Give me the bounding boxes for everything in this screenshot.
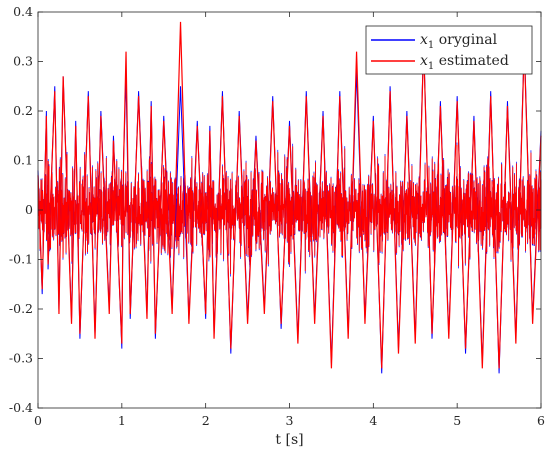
y-tick-label: 0: [25, 202, 33, 217]
legend: x1 oryginal x1 estimated: [365, 25, 533, 75]
series-line-estimated: [37, 21, 542, 369]
y-tick-label: -0.2: [9, 301, 33, 316]
series-layer: [37, 21, 542, 374]
x-axis-label: t [s]: [275, 432, 303, 448]
x-tick-label: 1: [118, 413, 126, 428]
noise-estimated: [37, 145, 542, 274]
y-tick-label: -0.1: [9, 252, 33, 267]
x-tick-label: 6: [537, 413, 545, 428]
x-axis: 0 1 2 3 4 5 6: [34, 12, 545, 428]
legend-label: oryginal: [434, 32, 497, 48]
legend-entry-oryginal: x1 oryginal: [420, 32, 498, 51]
x-tick-label: 5: [453, 413, 461, 428]
y-tick-label: 0.1: [13, 153, 33, 168]
x-tick-label: 4: [369, 413, 377, 428]
legend-entry-estimated: x1 estimated: [420, 53, 509, 72]
y-tick-label: 0.4: [13, 4, 33, 19]
signal-noise-band: [37, 142, 542, 277]
x-tick-label: 0: [34, 413, 42, 428]
legend-subscript: 1: [428, 61, 434, 72]
legend-label: estimated: [434, 53, 509, 69]
y-tick-label: 0.2: [13, 103, 33, 118]
legend-subscript: 1: [428, 40, 434, 51]
y-axis: -0.4 -0.3 -0.2 -0.1 0 0.1 0.2 0.3 0.4: [9, 4, 541, 415]
legend-var: x: [420, 32, 428, 48]
legend-box: [365, 25, 533, 75]
y-tick-label: 0.3: [13, 54, 33, 69]
y-tick-label: -0.4: [9, 400, 33, 415]
x-tick-label: 3: [286, 413, 294, 428]
x-tick-label: 2: [202, 413, 210, 428]
legend-var: x: [420, 53, 428, 69]
y-tick-label: -0.3: [9, 351, 33, 366]
